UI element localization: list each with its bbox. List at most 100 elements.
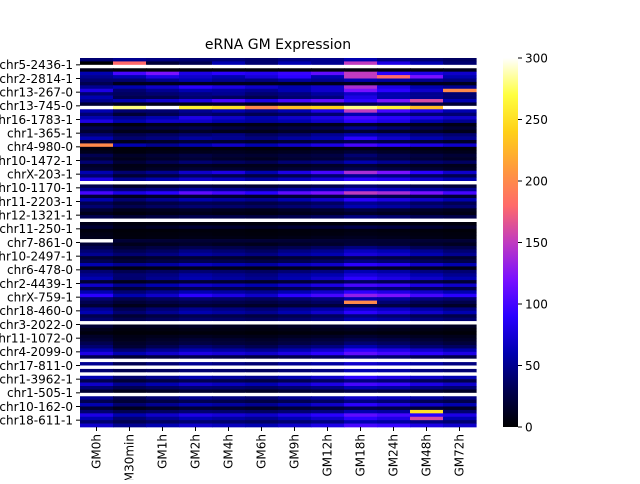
heatmap-cell: [146, 92, 180, 96]
heatmap-cell: [410, 277, 444, 281]
heatmap-cell: [344, 181, 378, 185]
heatmap-cell: [245, 61, 279, 65]
heatmap-cell: [146, 362, 180, 366]
heatmap-cell: [443, 400, 477, 404]
heatmap-cell: [146, 342, 180, 346]
heatmap-cell: [212, 301, 246, 305]
heatmap-cell: [344, 407, 378, 411]
heatmap-cell: [80, 372, 114, 376]
heatmap-cell: [410, 106, 444, 110]
heatmap-cell: [245, 137, 279, 141]
heatmap-cell: [443, 270, 477, 274]
heatmap-cell: [212, 157, 246, 161]
heatmap-cell: [245, 246, 279, 250]
heatmap-cell: [311, 396, 345, 400]
heatmap-cell: [113, 191, 147, 195]
heatmap-cell: [80, 109, 114, 113]
heatmap-cell: [443, 277, 477, 281]
heatmap-cell: [377, 403, 411, 407]
heatmap-cell: [410, 191, 444, 195]
heatmap-cell: [377, 342, 411, 346]
heatmap-cell: [410, 137, 444, 141]
heatmap-cell: [377, 225, 411, 229]
heatmap-cell: [278, 164, 312, 168]
heatmap-cell: [311, 167, 345, 171]
heatmap-cell: [146, 157, 180, 161]
heatmap-cell: [377, 65, 411, 69]
heatmap-cell: [278, 420, 312, 424]
heatmap-cell: [179, 379, 213, 383]
heatmap-cell: [80, 65, 114, 69]
heatmap-cell: [377, 147, 411, 151]
heatmap-cell: [443, 58, 477, 62]
heatmap-cell: [377, 243, 411, 247]
heatmap-cell: [311, 184, 345, 188]
heatmap-cell: [179, 92, 213, 96]
y-tick-label: chr16-1783-1: [0, 113, 73, 127]
heatmap-cell: [80, 164, 114, 168]
heatmap-cell: [278, 58, 312, 62]
heatmap-cell: [146, 147, 180, 151]
heatmap-cell: [443, 389, 477, 393]
heatmap-cell: [245, 379, 279, 383]
heatmap-cell: [443, 410, 477, 414]
heatmap-cell: [245, 420, 279, 424]
heatmap-cell: [443, 239, 477, 243]
heatmap-cell: [212, 284, 246, 288]
y-tick-label: chr2-4439-1: [0, 277, 73, 291]
heatmap-cell: [245, 202, 279, 206]
heatmap-cell: [410, 109, 444, 113]
heatmap-cell: [443, 113, 477, 117]
heatmap-cell: [179, 208, 213, 212]
heatmap-cell: [245, 314, 279, 318]
heatmap-cell: [311, 222, 345, 226]
heatmap-cell: [278, 284, 312, 288]
heatmap-cell: [311, 79, 345, 83]
heatmap-cell: [344, 174, 378, 178]
heatmap-cell: [278, 403, 312, 407]
heatmap-cell: [410, 253, 444, 257]
heatmap-cell: [410, 263, 444, 267]
heatmap-cell: [245, 75, 279, 79]
heatmap-cell: [80, 116, 114, 120]
heatmap-cell: [344, 413, 378, 417]
heatmap-cell: [377, 424, 411, 428]
heatmap-cell: [113, 184, 147, 188]
heatmap-cell: [278, 225, 312, 229]
heatmap-cell: [311, 120, 345, 124]
heatmap-cell: [146, 58, 180, 62]
heatmap-cell: [377, 116, 411, 120]
heatmap-cell: [443, 143, 477, 147]
heatmap-cell: [245, 157, 279, 161]
heatmap-cell: [245, 331, 279, 335]
heatmap-cell: [245, 304, 279, 308]
heatmap-cell: [212, 287, 246, 291]
heatmap-cell: [212, 65, 246, 69]
heatmap-cell: [245, 355, 279, 359]
heatmap-cell: [146, 379, 180, 383]
heatmap-cell: [80, 126, 114, 130]
heatmap-cell: [245, 147, 279, 151]
heatmap-cell: [212, 130, 246, 134]
heatmap-cell: [377, 304, 411, 308]
heatmap-cell: [311, 126, 345, 130]
heatmap-cell: [80, 253, 114, 257]
heatmap-cell: [245, 383, 279, 387]
heatmap-cell: [212, 198, 246, 202]
heatmap-cell: [212, 331, 246, 335]
heatmap-cell: [278, 106, 312, 110]
heatmap-cell: [80, 61, 114, 65]
heatmap-cell: [410, 147, 444, 151]
heatmap-cell: [146, 126, 180, 130]
heatmap-cell: [311, 85, 345, 89]
heatmap-cell: [212, 188, 246, 192]
heatmap-cell: [212, 174, 246, 178]
heatmap-cell: [146, 198, 180, 202]
heatmap-cell: [245, 174, 279, 178]
heatmap-cell: [377, 195, 411, 199]
heatmap-cell: [146, 359, 180, 363]
heatmap-cell: [278, 307, 312, 311]
heatmap-cell: [311, 82, 345, 86]
y-tick-label: chr4-980-0: [7, 140, 73, 154]
heatmap-cell: [179, 396, 213, 400]
